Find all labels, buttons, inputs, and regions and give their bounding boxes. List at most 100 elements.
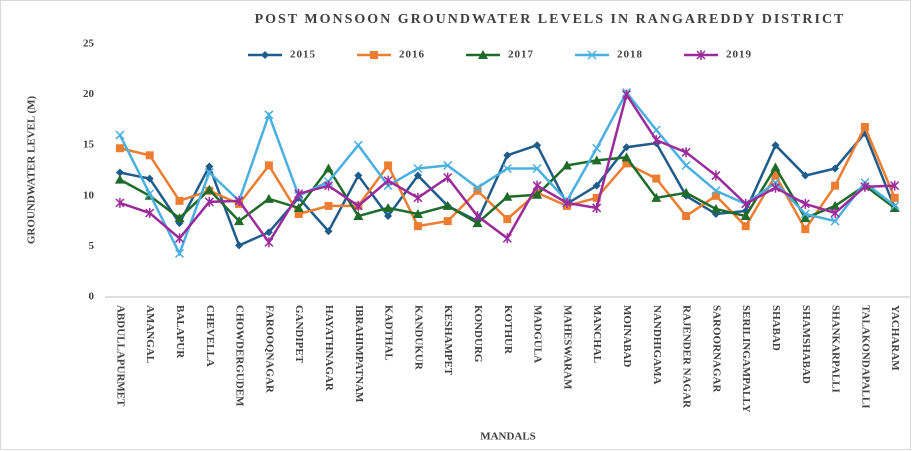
marker — [831, 164, 840, 173]
marker — [264, 237, 274, 248]
marker — [324, 227, 333, 236]
marker — [621, 152, 632, 162]
marker — [324, 201, 333, 210]
marker — [800, 209, 810, 219]
marker — [472, 218, 483, 228]
x-tick-label: AMANGAL — [144, 305, 156, 363]
marker — [145, 208, 155, 219]
x-tick-label: ABDULLAPURMET — [114, 305, 126, 407]
marker — [561, 160, 572, 170]
x-axis-label: MANDALS — [480, 431, 536, 443]
marker — [890, 180, 900, 191]
y-tick-label: 15 — [83, 139, 95, 151]
y-tick-label: 10 — [83, 189, 95, 201]
marker — [532, 189, 543, 199]
x-tick-label: MAHESWARAM — [561, 305, 573, 390]
x-tick-label: KANDUKUR — [412, 305, 424, 371]
marker — [831, 181, 840, 190]
marker — [353, 140, 363, 150]
marker — [204, 184, 215, 194]
marker — [294, 210, 303, 219]
x-tick-label: IBRAHIMPATNAM — [353, 305, 365, 403]
series — [115, 89, 900, 248]
y-tick-label: 25 — [83, 38, 95, 50]
y-tick-label: 20 — [83, 88, 95, 100]
marker — [830, 208, 840, 219]
marker — [502, 191, 513, 201]
marker — [532, 180, 542, 191]
x-tick-label: KADTHAL — [383, 305, 395, 361]
x-tick-label: BALAPUR — [174, 305, 186, 359]
marker — [204, 196, 214, 207]
marker — [234, 216, 245, 226]
y-axis-label: GROUNDWATER LEVEL (M) — [26, 96, 38, 245]
marker — [890, 201, 900, 211]
marker — [622, 159, 631, 168]
marker — [740, 211, 751, 221]
marker — [711, 170, 721, 181]
marker — [681, 160, 691, 170]
marker — [741, 222, 750, 231]
chart-title: POST MONSOON GROUNDWATER LEVELS IN RANGA… — [254, 12, 846, 27]
marker — [175, 196, 184, 205]
x-tick-label: SHANKARPALLI — [830, 305, 842, 393]
x-tick-label: MADGULA — [532, 305, 544, 363]
legend-label: 2015 — [290, 49, 316, 61]
marker — [800, 213, 811, 223]
marker — [651, 135, 661, 146]
legend-label: 2017 — [508, 49, 534, 61]
marker — [652, 174, 661, 183]
marker — [890, 193, 899, 202]
marker — [502, 163, 512, 174]
x-tick-label: MOINABAD — [621, 305, 633, 367]
legend-marker — [587, 50, 597, 60]
marker — [562, 197, 572, 208]
y-tick-label: 0 — [89, 291, 95, 303]
marker — [174, 248, 185, 259]
legend-marker — [696, 50, 706, 60]
marker — [145, 189, 155, 199]
marker — [830, 200, 841, 210]
legend-marker — [478, 50, 488, 59]
marker — [711, 186, 721, 196]
marker — [651, 192, 662, 202]
x-tick-label: KESHAMPET — [442, 305, 454, 376]
marker — [264, 228, 273, 237]
x-tick-label: SERILINGAMPALLY — [740, 305, 752, 413]
marker — [710, 203, 721, 213]
marker — [592, 202, 602, 213]
marker — [413, 171, 422, 180]
x-tick-label: SHAMSHABAD — [800, 305, 812, 384]
marker — [235, 241, 244, 250]
legend-label: 2018 — [617, 49, 643, 61]
x-tick-label: KOTHUR — [502, 305, 514, 355]
marker — [741, 198, 751, 209]
marker — [115, 130, 125, 140]
marker — [294, 188, 304, 199]
x-tick-label: CHOWDERGUDEM — [234, 305, 246, 407]
x-tick-label: TALAKONDAPALLI — [859, 305, 871, 409]
marker — [205, 162, 214, 171]
marker — [473, 186, 482, 195]
marker — [115, 197, 125, 208]
marker — [621, 89, 632, 100]
marker — [801, 225, 810, 234]
marker — [443, 160, 453, 170]
marker — [443, 172, 453, 183]
marker — [323, 180, 334, 191]
marker — [770, 162, 781, 172]
marker — [264, 161, 273, 170]
marker — [682, 212, 691, 221]
x-tick-label: GANDIPET — [293, 305, 305, 364]
y-tick-label: 5 — [89, 240, 95, 252]
x-tick-label: YACHARAM — [889, 305, 901, 371]
marker — [889, 202, 900, 212]
marker — [115, 168, 124, 177]
marker — [353, 200, 363, 211]
marker — [771, 171, 780, 180]
marker — [592, 143, 602, 153]
marker — [264, 110, 274, 120]
marker — [681, 147, 691, 158]
